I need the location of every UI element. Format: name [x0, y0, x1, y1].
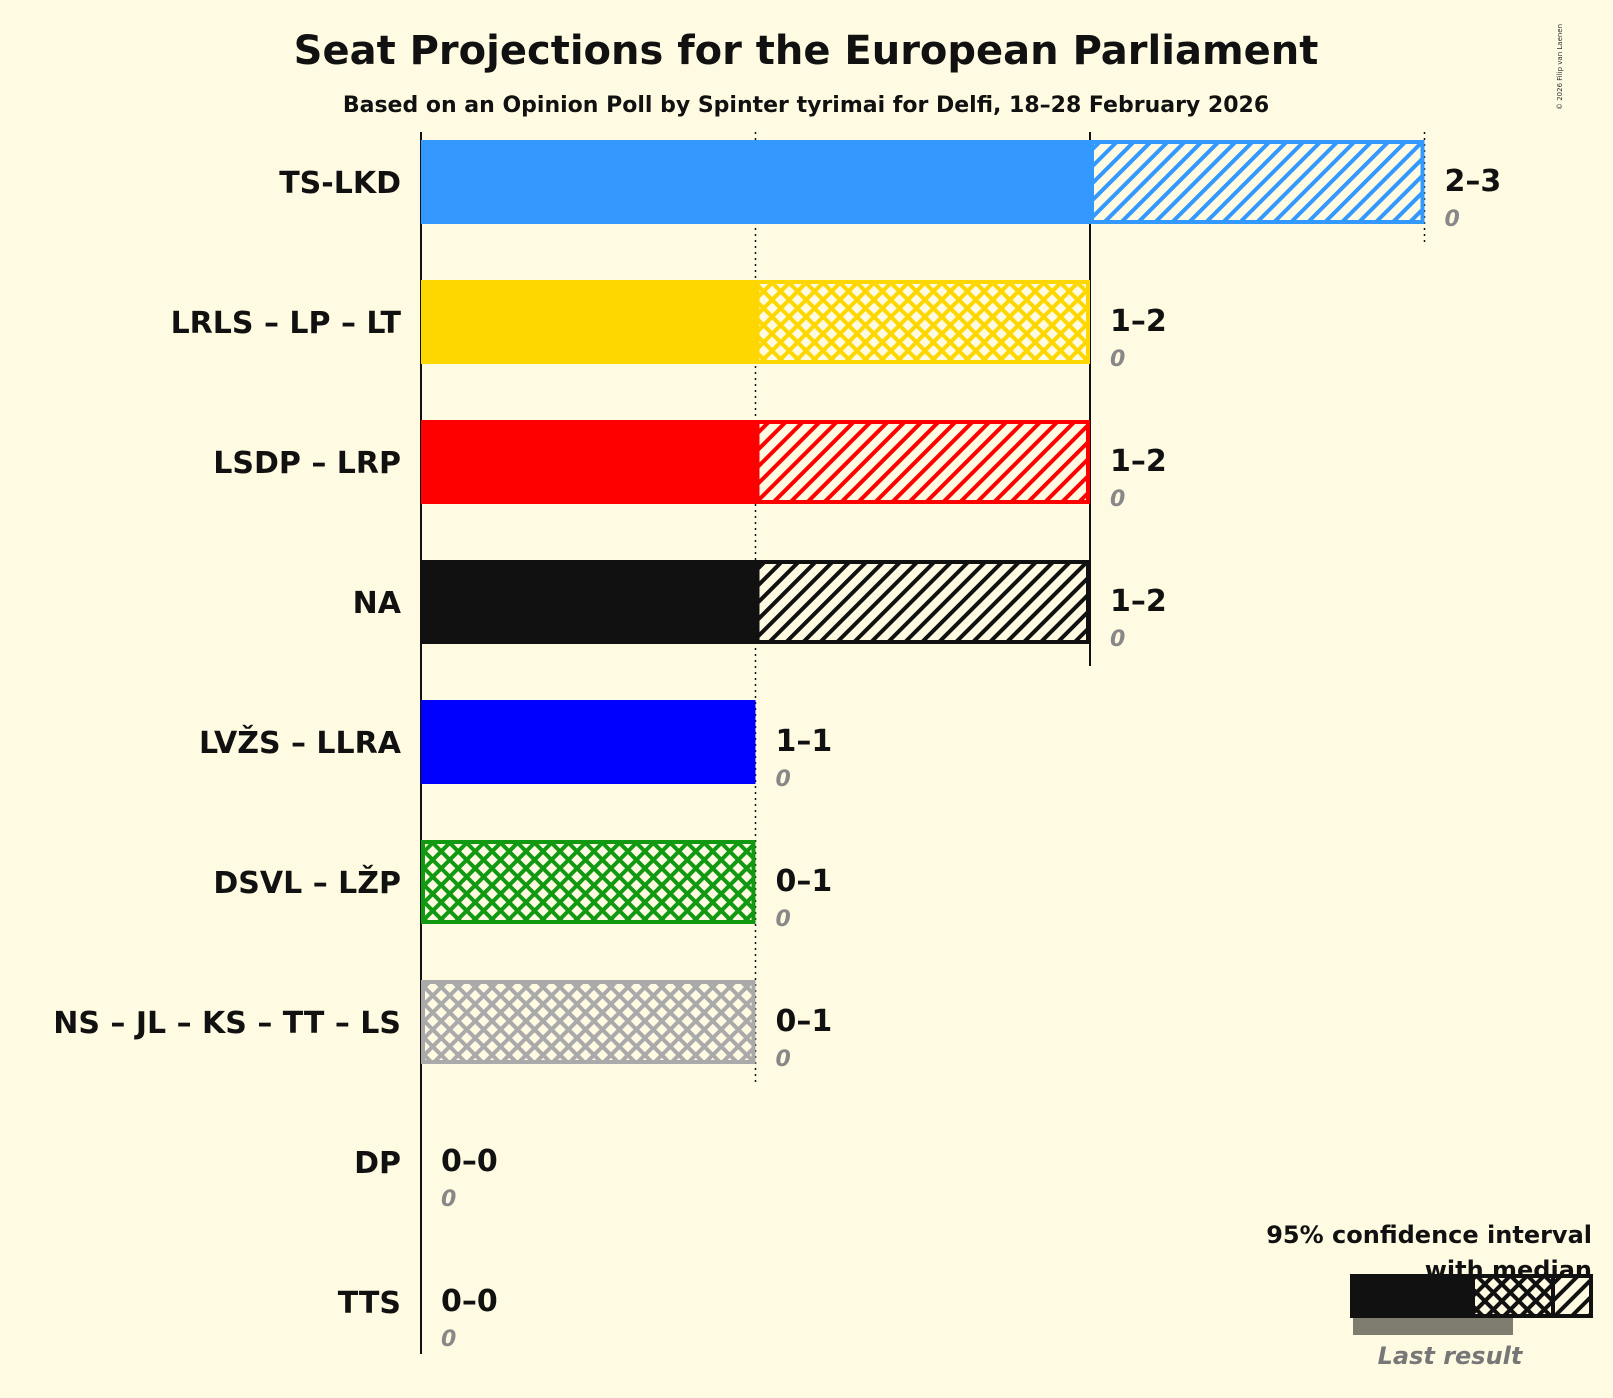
last-result-label: 0 [1110, 487, 1125, 512]
last-result-label: 0 [1445, 207, 1460, 232]
range-label: 1–2 [1110, 444, 1167, 479]
last-result-label: 0 [776, 1047, 791, 1072]
range-label: 0–1 [776, 1004, 833, 1039]
last-result-label: 0 [776, 767, 791, 792]
bar-ci-low-median [755, 280, 1090, 364]
last-result-label: 0 [1110, 627, 1125, 652]
legend-last-result-bar [1353, 1317, 1513, 1335]
chart-subtitle: Based on an Opinion Poll by Spinter tyri… [343, 93, 1269, 118]
party-label: DP [354, 1146, 401, 1181]
bar-ci-solid [421, 560, 756, 644]
party-label: LSDP – LRP [213, 446, 401, 481]
last-result-label: 0 [776, 907, 791, 932]
legend-last-result: Last result [1378, 1342, 1524, 1370]
last-result-label: 0 [441, 1327, 456, 1352]
range-label: 0–0 [441, 1284, 498, 1319]
bar-ci-solid [421, 140, 1090, 224]
legend-line1: 95% confidence interval [1266, 1221, 1592, 1249]
party-label: NS – JL – KS – TT – LS [53, 1006, 401, 1041]
last-result-label: 0 [441, 1187, 456, 1212]
legend-hatch [1551, 1274, 1593, 1318]
range-label: 1–2 [1110, 584, 1167, 619]
bar-ci-median-high [755, 420, 1090, 504]
party-label: NA [353, 586, 402, 621]
bar-ci-median-high [1090, 140, 1425, 224]
party-label: DSVL – LŽP [213, 865, 401, 901]
range-label: 1–1 [776, 724, 833, 759]
legend: 95% confidence interval with median Last… [1266, 1221, 1593, 1370]
bar-ci-solid [421, 700, 756, 784]
labels: TS-LKD 2–3 0 LRLS – LP – LT 1–2 0 LSDP – LRP 1–… [53, 164, 1501, 1352]
range-label: 1–2 [1110, 304, 1167, 339]
legend-crosshatch [1471, 1274, 1555, 1318]
party-label: LVŽS – LLRA [199, 725, 402, 761]
range-label: 0–0 [441, 1144, 498, 1179]
bar-ci-low-median [421, 980, 756, 1064]
last-result-label: 0 [1110, 347, 1125, 372]
bar-group [421, 980, 756, 1064]
bar-ci-low-median [421, 840, 756, 924]
bar-group [421, 280, 1090, 364]
party-label: LRLS – LP – LT [171, 306, 402, 341]
bar-ci-solid [421, 420, 756, 504]
party-label: TS-LKD [279, 166, 401, 201]
legend-solid [1350, 1274, 1473, 1318]
range-label: 0–1 [776, 864, 833, 899]
party-label: TTS [338, 1286, 401, 1321]
bar-group [421, 420, 1090, 504]
bar-group [421, 840, 756, 924]
bar-group [421, 560, 1090, 644]
bar-ci-solid [421, 280, 756, 364]
range-label: 2–3 [1445, 164, 1502, 199]
bar-group [421, 700, 756, 784]
bar-ci-median-high [755, 560, 1090, 644]
bars [421, 140, 1425, 1064]
bar-group [421, 140, 1425, 224]
copyright: © 2026 Filip van Laenen [1556, 24, 1564, 110]
chart-title: Seat Projections for the European Parlia… [294, 28, 1319, 74]
